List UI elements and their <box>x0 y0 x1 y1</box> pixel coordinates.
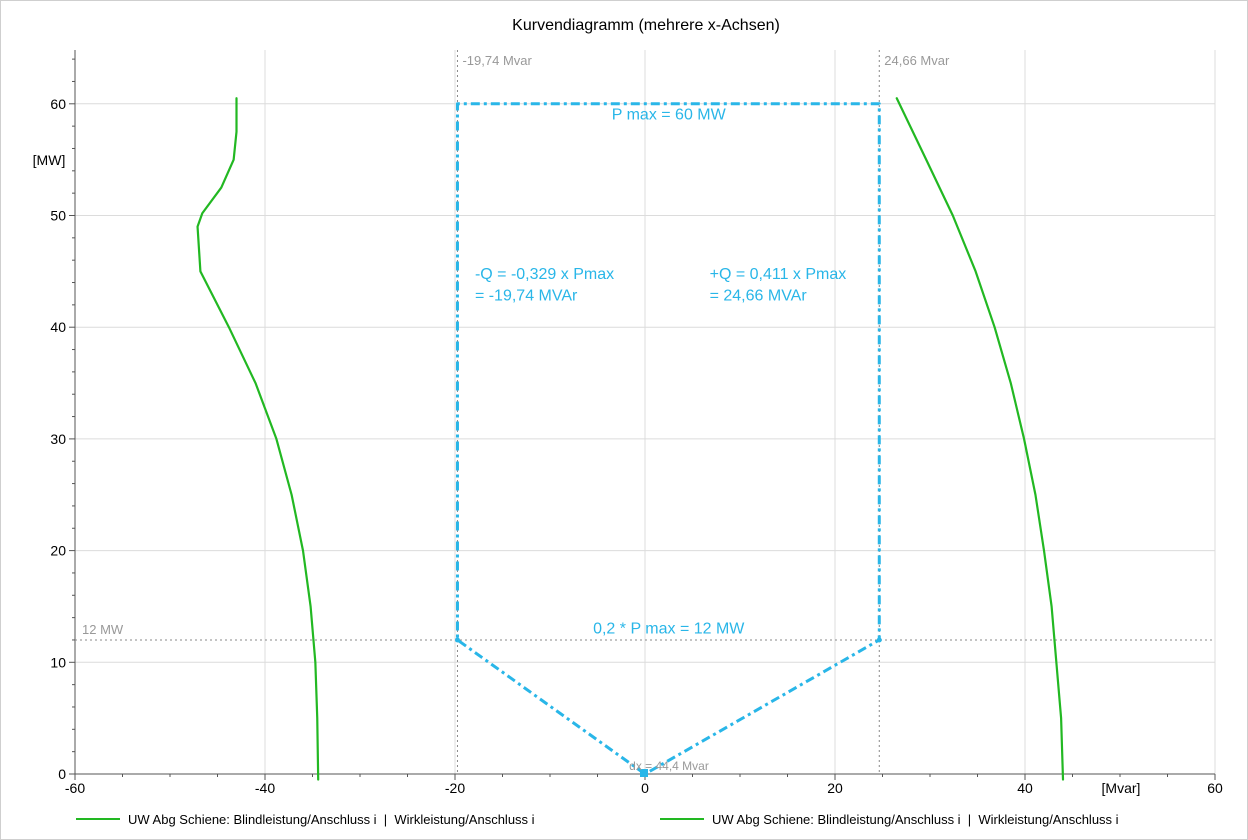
y-tick-label: 10 <box>50 654 66 670</box>
legend-label-2: UW Abg Schiene: Blindleistung/Anschluss … <box>712 811 1119 827</box>
x-tick-label: -20 <box>445 780 465 796</box>
annotation-text: = 24,66 MVAr <box>710 287 808 304</box>
data-series <box>196 97 1065 781</box>
x-axis-label: [Mvar] <box>1102 780 1141 796</box>
reference-label: 12 MW <box>82 622 124 637</box>
x-tick-label: -60 <box>65 780 85 796</box>
legend-label-1: UW Abg Schiene: Blindleistung/Anschluss … <box>128 811 535 827</box>
limit-curve-vertex <box>454 637 460 643</box>
x-tick-label: 60 <box>1207 780 1223 796</box>
legend-item-2[interactable]: UW Abg Schiene: Blindleistung/Anschluss … <box>660 809 1119 829</box>
y-tick-label: 40 <box>50 319 66 335</box>
x-tick-label: -40 <box>255 780 275 796</box>
limit-curve-origin-marker <box>640 769 648 777</box>
annotation-text: 0,2 * P max = 12 MW <box>593 620 745 637</box>
legend-swatch-1 <box>76 818 120 820</box>
annotation-text: -Q = -0,329 x Pmax <box>475 266 614 283</box>
limit-curve <box>454 102 882 777</box>
chart-title: Kurvendiagramm (mehrere x-Achsen) <box>512 17 780 34</box>
series-line-2 <box>895 97 1065 781</box>
annotation-text: P max = 60 MW <box>612 106 727 123</box>
annotation-text: +Q = 0,411 x Pmax <box>710 266 847 283</box>
x-tick-label: 20 <box>827 780 843 796</box>
grid <box>75 50 1216 774</box>
x-tick-label: 0 <box>641 780 649 796</box>
annotations: dx = 44,4 Mvar P max = 60 MW -Q = -0,329 x… <box>475 106 846 773</box>
y-axis-label: [MW] <box>33 152 66 168</box>
limit-curve-vertex <box>876 637 882 643</box>
annotation-text: = -19,74 MVAr <box>475 287 578 304</box>
reference-label: 24,66 Mvar <box>884 53 950 68</box>
legend-item-1[interactable]: UW Abg Schiene: Blindleistung/Anschluss … <box>76 809 535 829</box>
y-tick-label: 50 <box>50 208 66 224</box>
y-tick-label: 0 <box>58 766 66 782</box>
series-line-1 <box>196 97 320 781</box>
x-tick-label: 40 <box>1017 780 1033 796</box>
reference-label: -19,74 Mvar <box>462 53 532 68</box>
y-tick-label: 30 <box>50 431 66 447</box>
dx-label: dx = 44,4 Mvar <box>629 759 709 773</box>
axes: -60 -40 -20 0 20 40 60 0 10 20 30 40 50 60 <box>50 50 1223 796</box>
y-tick-label: 60 <box>50 96 66 112</box>
legend-swatch-2 <box>660 818 704 820</box>
y-tick-label: 20 <box>50 543 66 559</box>
reference-lines: -19,74 Mvar 24,66 Mvar 12 MW <box>75 50 1215 774</box>
